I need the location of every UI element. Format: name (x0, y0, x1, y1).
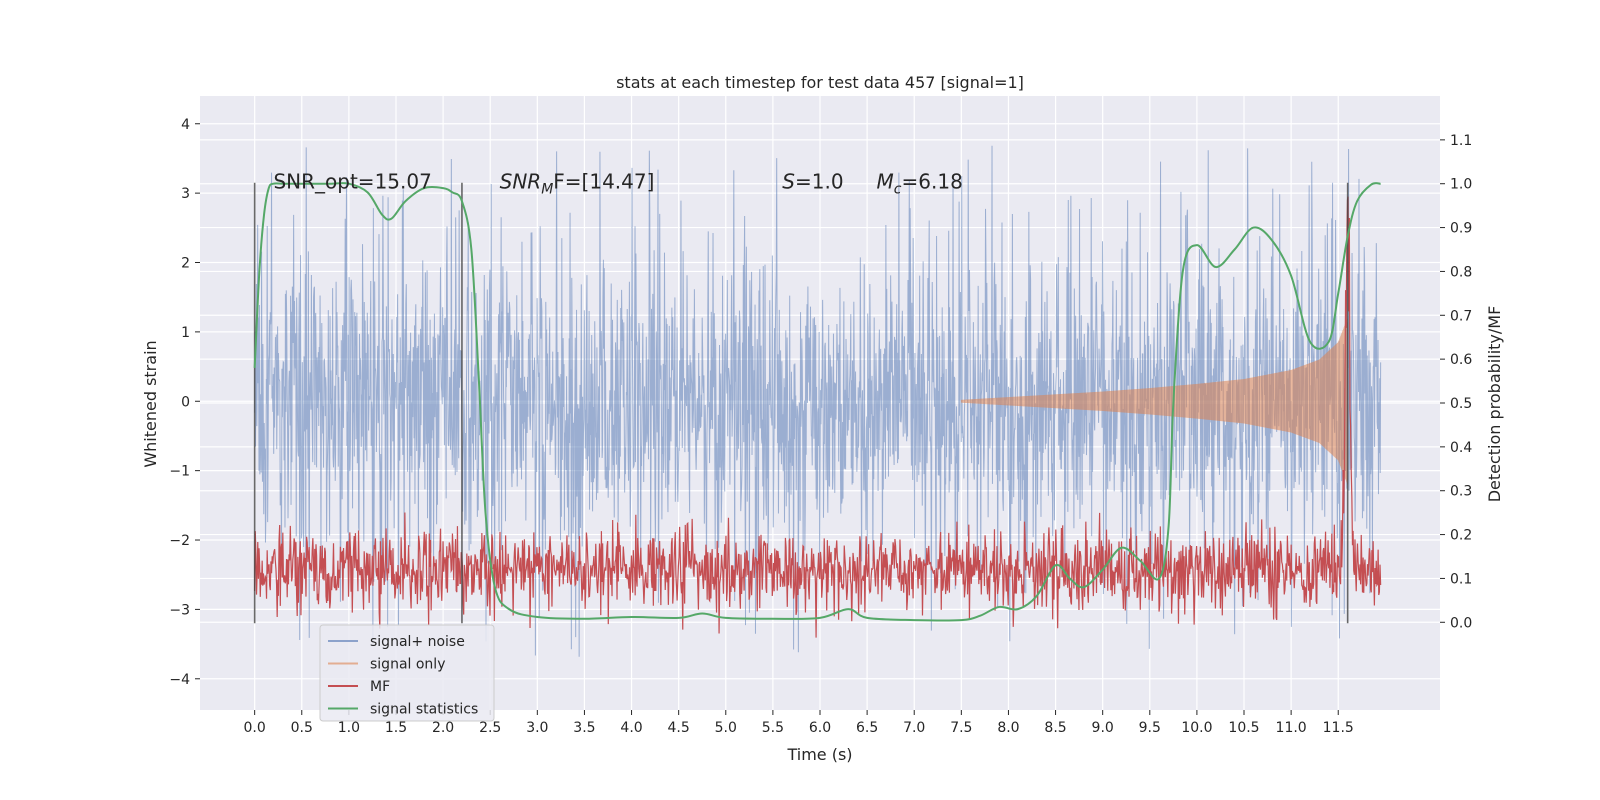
x-tick-label: 7.0 (903, 720, 925, 736)
y-right-tick-label: 0.0 (1450, 615, 1472, 631)
y-axis-ticks: 4 3 2 1 0 −1 −2 −3 −4 (169, 117, 200, 688)
x-tick-label: 6.0 (809, 720, 831, 736)
legend-label: MF (370, 679, 390, 695)
legend-label: signal+ noise (370, 634, 465, 650)
annotation-subscript: M (541, 182, 553, 198)
annotation-base: M (877, 170, 894, 194)
x-axis-label: Time (s) (786, 745, 852, 764)
y-axis-right-ticks: 1.1 1.0 0.9 0.8 0.7 0.6 0.5 0.4 0.3 0.2 0.1 0.0 (1440, 133, 1472, 631)
legend-box (319, 624, 495, 722)
annotation-text: SNRMF=[14.47] (500, 170, 655, 198)
x-tick-label: 1.0 (338, 720, 360, 736)
legend-items: signal+ noise signal only MF signal statist… (328, 634, 478, 718)
y-right-tick-label: 0.6 (1450, 352, 1472, 368)
y-right-tick-label: 0.3 (1450, 484, 1472, 500)
x-tick-label: 0.0 (244, 720, 266, 736)
annotation-base: SNR (500, 170, 542, 194)
series-mf (254, 196, 1382, 638)
annotation-text: Mc=6.18 (877, 170, 963, 198)
x-tick-label: 6.5 (856, 720, 878, 736)
series-signal-statistics (253, 182, 1381, 622)
x-tick-label: 10.5 (1228, 720, 1259, 736)
annotation-rest: =1.0 (795, 170, 844, 194)
mf-line (254, 196, 1382, 638)
x-tick-label: 3.0 (526, 720, 548, 736)
y-tick-label: 2 (181, 256, 190, 272)
x-tick-label: 8.0 (997, 720, 1019, 736)
y-tick-label: 1 (181, 325, 190, 341)
x-axis-ticks: 0.0 0.5 1.0 1.5 2.0 2.5 3.0 3.5 4.0 4.5 5.0 5.5 6.0 6… (244, 710, 1354, 736)
x-tick-label: 7.5 (950, 720, 972, 736)
x-tick-label: 4.0 (620, 720, 642, 736)
y-tick-label: −4 (169, 672, 190, 688)
x-tick-label: 0.5 (291, 720, 313, 736)
legend-label: signal only (370, 657, 445, 673)
x-tick-label: 5.0 (715, 720, 737, 736)
annotation-text: SNR_opt=15.07 (273, 170, 431, 194)
signal-noise-line (254, 145, 1382, 657)
y-tick-label: −2 (169, 533, 190, 549)
y-tick-label: −3 (169, 602, 190, 618)
x-tick-label: 9.0 (1092, 720, 1114, 736)
y-right-tick-label: 0.2 (1450, 528, 1472, 544)
y-right-tick-label: 1.0 (1450, 177, 1472, 193)
vertical-markers (253, 182, 1349, 624)
series-signal-only (960, 318, 1349, 485)
y-tick-label: −1 (169, 464, 190, 480)
annotation-base: S (782, 170, 795, 194)
y-right-tick-label: 0.1 (1450, 571, 1472, 587)
legend-label: signal statistics (370, 702, 478, 718)
y-right-tick-label: 0.4 (1450, 440, 1472, 456)
signal-only-line (960, 318, 1349, 485)
x-tick-label: 3.5 (573, 720, 595, 736)
y-right-tick-label: 0.9 (1450, 221, 1472, 237)
y-tick-label: 3 (181, 186, 190, 202)
y-axis-right-label: Detection probability/MF (1485, 306, 1504, 503)
y-right-tick-label: 1.1 (1450, 133, 1472, 149)
y-tick-label: 4 (181, 117, 190, 133)
series-signal-noise (254, 145, 1382, 657)
x-tick-label: 10.0 (1181, 720, 1212, 736)
annotation-subscript: c (894, 182, 902, 198)
x-tick-label: 2.5 (479, 720, 501, 736)
x-tick-label: 9.5 (1139, 720, 1161, 736)
annotations: SNR_opt=15.07 SNRMF=[14.47] S=1.0 Mc=6.18 (273, 170, 962, 198)
y-right-tick-label: 0.5 (1450, 396, 1472, 412)
chart-title: stats at each timestep for test data 457… (616, 73, 1024, 92)
annotation-rest: =6.18 (902, 170, 963, 194)
x-tick-label: 11.5 (1323, 720, 1354, 736)
annotation-rest: F=[14.47] (553, 170, 654, 194)
y-tick-label: 0 (181, 394, 190, 410)
x-tick-label: 4.5 (668, 720, 690, 736)
annotation-text: S=1.0 (782, 170, 843, 194)
legend: signal+ noise signal only MF signal statist… (319, 624, 495, 722)
x-tick-label: 2.0 (432, 720, 454, 736)
y-axis-label: Whitened strain (141, 340, 160, 467)
y-right-tick-label: 0.7 (1450, 308, 1472, 324)
y-right-tick-label: 0.8 (1450, 264, 1472, 280)
x-tick-label: 11.0 (1276, 720, 1307, 736)
x-tick-label: 8.5 (1044, 720, 1066, 736)
x-tick-label: 5.5 (762, 720, 784, 736)
signal-statistics-line (253, 182, 1381, 622)
x-tick-label: 1.5 (385, 720, 407, 736)
